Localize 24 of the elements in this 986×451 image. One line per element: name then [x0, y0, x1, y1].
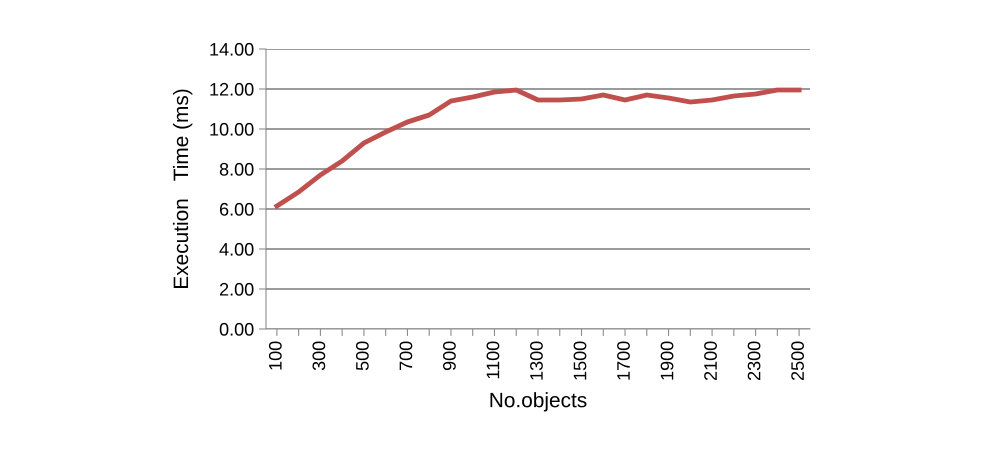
x-tick-label: 700 [400, 342, 412, 370]
x-tick-label: 2300 [748, 342, 760, 380]
y-tick-label: 0.00 [220, 322, 254, 336]
y-tick-label: 6.00 [220, 202, 254, 216]
line-series [274, 88, 802, 208]
x-tick-label: 1100 [486, 342, 500, 378]
x-tick-label: 500 [356, 342, 369, 370]
x-tick-label: 1700 [617, 342, 630, 380]
x-tick-label: 300 [312, 342, 326, 370]
x-tick-label: 900 [443, 342, 456, 370]
y-tick-label: 12.00 [210, 82, 254, 96]
y-tick-label: 10.00 [210, 122, 254, 136]
y-tick-label: 14.00 [210, 42, 254, 56]
x-tick-label: 2100 [704, 342, 717, 380]
y-tick-label: 2.00 [220, 282, 254, 296]
x-tick-label: 100 [268, 342, 282, 370]
x-axis-title: No.objects [490, 392, 586, 412]
x-tick-label: 1300 [530, 342, 543, 380]
y-tick-label: 4.00 [219, 242, 254, 256]
x-tick-label: 1900 [660, 342, 674, 380]
x-tick-label: 2500 [791, 342, 804, 380]
y-tick-label: 8.00 [220, 162, 254, 176]
y-axis-title: Execution Time (ms) [172, 90, 192, 288]
x-tick-label: 1500 [574, 342, 586, 380]
